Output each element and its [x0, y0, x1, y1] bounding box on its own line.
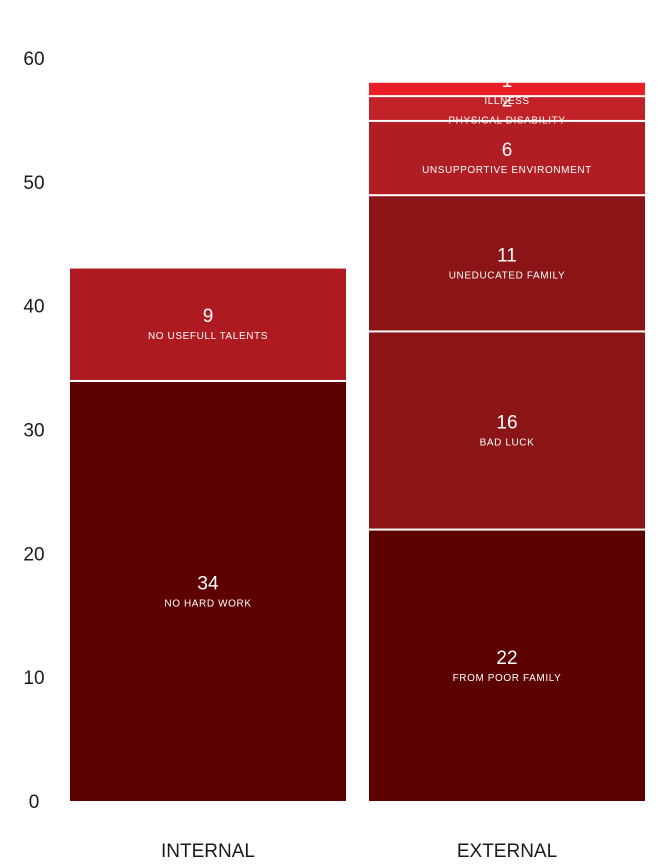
- segment-category-label: UNSUPPORTIVE ENVIRONMENT: [422, 165, 592, 176]
- segment-value-label: 9: [203, 306, 214, 327]
- segment-category-label: BAD LUCK: [480, 438, 535, 449]
- segment-category-label: NO HARD WORK: [164, 598, 251, 609]
- bar-segment: [70, 268, 346, 380]
- segment-category-label: NO USEFULL TALENTS: [148, 331, 268, 342]
- segment-value-label: 16: [496, 413, 517, 434]
- bar-segment: [369, 196, 645, 331]
- bar-stack: 34 NO HARD WORK 9 NO USEFULL TALENTS: [70, 268, 346, 801]
- bar-segment: [369, 82, 645, 96]
- x-category-label: INTERNAL: [161, 841, 255, 862]
- segment-value-label: 6: [502, 140, 513, 161]
- segment-value-label: 11: [497, 245, 517, 266]
- bars: 34 NO HARD WORK 9 NO USEFULL TALENTS 22 FROM …: [70, 71, 645, 801]
- segment-value-label: 2: [502, 91, 513, 112]
- segment-category-label: PHYSICAL DISABILITY: [448, 116, 565, 127]
- segment-value-label: 22: [496, 648, 517, 669]
- y-axis: 0 10 20 30 40 50 60: [23, 49, 44, 813]
- segment-category-label: ILLNESS: [484, 96, 529, 107]
- bar-segment: [369, 332, 645, 529]
- y-tick-label: 20: [23, 544, 44, 565]
- y-tick-label: 40: [23, 297, 44, 318]
- bar-segment: [369, 530, 645, 801]
- y-tick-label: 30: [23, 421, 44, 442]
- bar-segment: [70, 381, 346, 801]
- bar-segment: [369, 97, 645, 120]
- y-tick-label: 50: [23, 173, 44, 194]
- segment-value-label: 34: [197, 573, 219, 594]
- segment-value-label: 1: [502, 71, 513, 92]
- y-tick-label: 0: [29, 792, 40, 813]
- segment-category-label: UNEDUCATED FAMILY: [449, 270, 566, 281]
- x-axis: INTERNAL EXTERNAL: [161, 841, 557, 862]
- segment-category-label: FROM POOR FAMILY: [453, 673, 562, 684]
- bar-segment: [369, 121, 645, 195]
- y-tick-label: 60: [23, 49, 44, 70]
- x-category-label: EXTERNAL: [457, 841, 557, 862]
- y-tick-label: 10: [23, 668, 44, 689]
